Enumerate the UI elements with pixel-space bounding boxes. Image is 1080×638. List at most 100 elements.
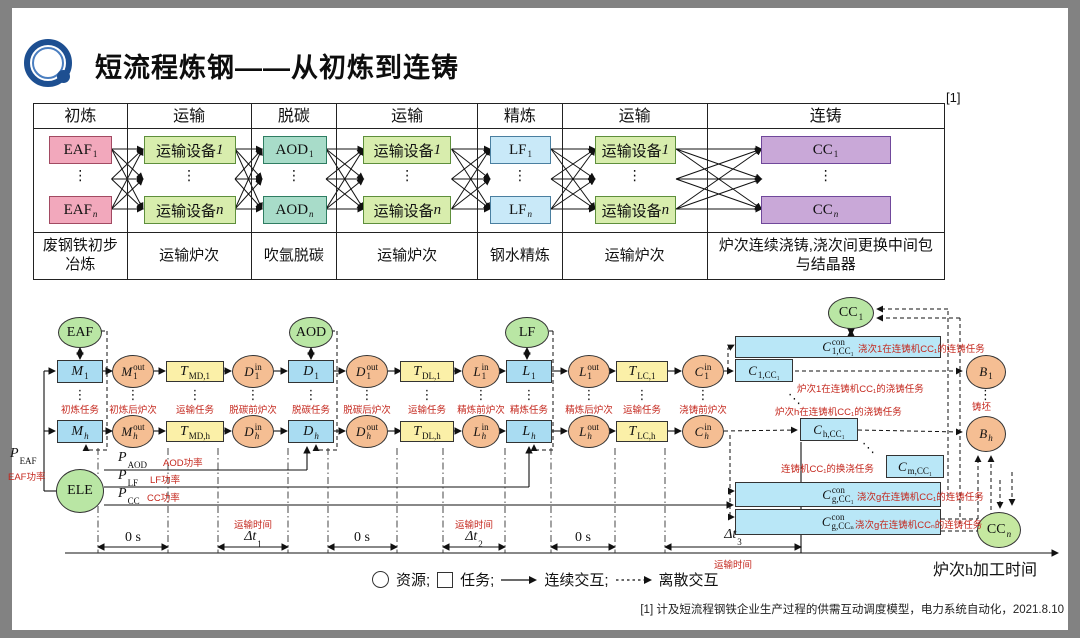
dots-diagonal: ⋱ <box>862 440 875 455</box>
dots-vertical: ⋮ <box>979 387 992 402</box>
legend-resource-label: 资源; <box>396 572 431 589</box>
table-col-decarburization: 脱碳 AOD 1 ⋮ AOD n 吹氩脱碳 <box>251 104 338 279</box>
dots: ⋮ <box>522 387 536 402</box>
column-dots: ⋮ <box>73 167 88 183</box>
transport-box-n: 运输设备 n <box>363 196 452 224</box>
note-swap-task: 连铸机CC₁的换浇任务 <box>781 464 874 475</box>
citation-footnote: [1] 计及短流程钢铁企业生产过程的供需互动调度模型，电力系统自动化，2021.… <box>640 604 1064 616</box>
label-p-eaf: P EAF <box>10 446 37 466</box>
transport-box-n: 运输设备 n <box>143 196 236 224</box>
eaf-box-n: EAF n <box>49 196 112 224</box>
interval-zero-1: 0 s <box>125 530 141 545</box>
label-p-cc: P CC <box>118 486 140 506</box>
interval-zero-3: 0 s <box>575 530 591 545</box>
citation-marker: [1] <box>946 90 961 105</box>
col-body: 运输设备 1 ⋮ 运输设备 n <box>337 129 477 233</box>
col-desc: 废钢铁初步冶炼 <box>34 232 127 279</box>
col-desc: 钢水精炼 <box>478 232 562 279</box>
col-header: 初炼 <box>34 104 127 129</box>
label-pre-cast-lot: 浇铸前炉次 <box>679 405 727 416</box>
note-aod-power: AOD功率 <box>163 458 203 469</box>
transport-box-n: 运输设备 n <box>594 196 676 224</box>
resource-ele: ELE <box>56 469 104 513</box>
label-refine-task: 精炼任务 <box>509 405 549 416</box>
dots: ⋮ <box>360 387 374 402</box>
dots: ⋮ <box>73 387 87 402</box>
dots-diagonal: ⋱ <box>788 391 801 406</box>
dots: ⋮ <box>582 387 596 402</box>
note-cast-series-g1: 浇次g在连铸机CC₁的连铸任务 <box>857 492 984 503</box>
dots: ⋮ <box>474 387 488 402</box>
note-loth-casting: 炉次h在连铸机CC₁的浇铸任务 <box>775 407 902 418</box>
note-transport-time-2: 运输时间 <box>454 520 494 531</box>
column-dots: ⋮ <box>512 167 527 183</box>
label-transport-task-2: 运输任务 <box>407 405 447 416</box>
resource-eaf: EAF <box>58 317 102 348</box>
legend-task-icon <box>437 571 454 588</box>
transport-box-1: 运输设备 1 <box>363 136 452 164</box>
label-after-decarb-lot: 脱碳后炉次 <box>343 405 391 416</box>
resource-lf: LF <box>505 317 549 348</box>
resource-cc1: CC 1 <box>828 297 874 329</box>
resource-ccn: CC n <box>977 512 1021 548</box>
table-col-refining: 精炼 LF 1 ⋮ LF n 钢水精炼 <box>478 104 563 279</box>
label-p-aod: P AOD <box>118 450 148 470</box>
cc-box-1: CC 1 <box>760 136 891 164</box>
aod-box-1: AOD 1 <box>262 136 327 164</box>
legend-discrete-label: 离散交互 <box>658 572 719 589</box>
table-col-initial-smelting: 初炼 EAF 1 ⋮ EAF n 废钢铁初步冶炼 <box>34 104 128 279</box>
task-tmdh: T MD,h <box>166 421 224 442</box>
task-tdlh: T DL,h <box>400 421 454 442</box>
note-cast-series-gn: 浇次g在连铸机CCₙ的连铸任务 <box>855 520 983 531</box>
task-cast-c1cc1: C 1,CC₁ <box>735 359 793 382</box>
table-col-continuous-casting: 连铸 CC 1 ⋮ CC n 炉次连续浇铸,浇次间更换中间包与结晶器 <box>707 104 945 279</box>
transport-box-1: 运输设备 1 <box>143 136 236 164</box>
col-desc: 炉次连续浇铸,浇次间更换中间包与结晶器 <box>707 232 945 279</box>
resource-aod: AOD <box>289 317 333 348</box>
task-tlch: T LC,h <box>616 421 668 442</box>
aod-box-n: AOD n <box>262 196 327 224</box>
column-dots: ⋮ <box>400 167 415 183</box>
col-header: 脱碳 <box>251 104 337 129</box>
col-desc: 吹氩脱碳 <box>251 232 337 279</box>
table-col-transport-1: 运输 运输设备 1 ⋮ 运输设备 n 运输炉次 <box>127 104 252 279</box>
dots: ⋮ <box>696 387 710 402</box>
legend-task-label: 任务; <box>460 572 495 589</box>
note-cast-series-1: 浇次1在连铸机CC₁的连铸任务 <box>858 344 985 355</box>
dots: ⋮ <box>246 387 260 402</box>
legend-continuous-label: 连续交互; <box>544 572 609 589</box>
col-header: 连铸 <box>707 104 945 129</box>
dots: ⋮ <box>304 387 318 402</box>
process-table: 初炼 EAF 1 ⋮ EAF n 废钢铁初步冶炼 运输 运输设备 1 ⋮ 运输设备 n … <box>33 103 945 280</box>
note-transport-time-1: 运输时间 <box>233 520 273 531</box>
page-title: 短流程炼钢——从初炼到连铸 <box>95 53 459 83</box>
lf-box-1: LF 1 <box>490 136 552 164</box>
note-transport-time-3: 运输时间 <box>713 560 753 571</box>
column-dots: ⋮ <box>818 167 833 183</box>
note-cc-power: CC功率 <box>147 493 180 504</box>
label-pre-decarb-lot: 脱碳前炉次 <box>229 405 277 416</box>
col-desc: 运输炉次 <box>127 232 251 279</box>
column-dots: ⋮ <box>286 167 301 183</box>
col-header: 精炼 <box>478 104 562 129</box>
legend-continuous-arrow-icon <box>501 575 538 584</box>
